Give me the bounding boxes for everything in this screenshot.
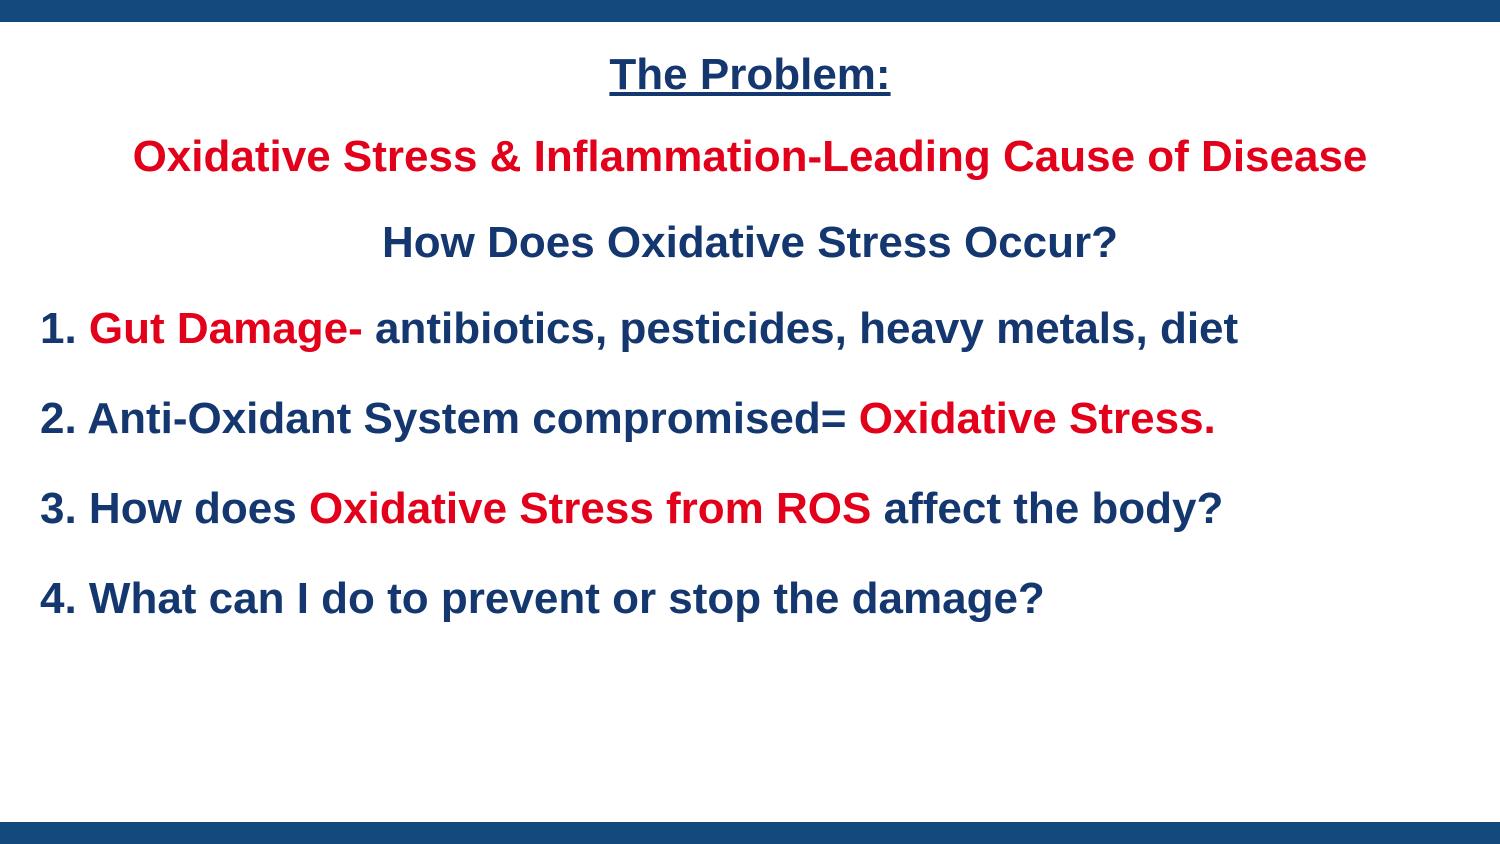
list-item: 4. What can I do to prevent or stop the … <box>40 574 1460 624</box>
slide-title: The Problem: <box>40 50 1460 100</box>
list-segment: antibiotics, pesticides, heavy metals, d… <box>363 304 1238 353</box>
bottom-bar <box>0 822 1500 844</box>
list-segment: Anti-Oxidant System compromised= <box>77 394 859 443</box>
list-segment: Oxidative Stress. <box>859 394 1216 443</box>
list-segment: Gut Damage- <box>77 304 363 353</box>
list-number: 3. <box>40 484 77 533</box>
list-segment: How does <box>77 484 309 533</box>
list-segment: What can I do to prevent or stop the dam… <box>77 574 1045 623</box>
slide-question: How Does Oxidative Stress Occur? <box>40 218 1460 268</box>
list-item: 1. Gut Damage- antibiotics, pesticides, … <box>40 304 1460 354</box>
list-number: 1. <box>40 304 77 353</box>
list-number: 4. <box>40 574 77 623</box>
slide-subtitle: Oxidative Stress & Inflammation-Leading … <box>40 132 1460 182</box>
list-item: 3. How does Oxidative Stress from ROS af… <box>40 484 1460 534</box>
list-item: 2. Anti-Oxidant System compromised= Oxid… <box>40 394 1460 444</box>
list-segment: affect the body? <box>871 484 1223 533</box>
list-number: 2. <box>40 394 77 443</box>
list-segment: Oxidative Stress from ROS <box>309 484 871 533</box>
top-bar <box>0 0 1500 22</box>
slide-content: The Problem: Oxidative Stress & Inflamma… <box>0 22 1500 822</box>
numbered-list: 1. Gut Damage- antibiotics, pesticides, … <box>40 304 1460 624</box>
